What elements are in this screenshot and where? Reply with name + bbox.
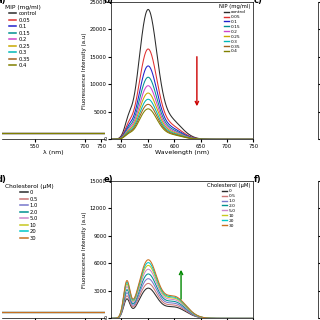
Legend: 0, 0.5, 1.0, 2.0, 5.0, 10, 20, 30: 0, 0.5, 1.0, 2.0, 5.0, 10, 20, 30 [207, 183, 251, 228]
Legend: control, 0.05, 0.1, 0.15, 0.2, 0.25, 0.3, 0.35, 0.4: control, 0.05, 0.1, 0.15, 0.2, 0.25, 0.3… [4, 4, 41, 68]
Legend: control, 0.05, 0.1, 0.15, 0.2, 0.25, 0.3, 0.35, 0.4: control, 0.05, 0.1, 0.15, 0.2, 0.25, 0.3… [219, 4, 251, 54]
Y-axis label: Fluorescence Intensity (a.u): Fluorescence Intensity (a.u) [82, 211, 87, 288]
Y-axis label: Fluorescence Intensity (a.u): Fluorescence Intensity (a.u) [82, 32, 87, 109]
Legend: 0, 0.5, 1.0, 2.0, 5.0, 10, 20, 30: 0, 0.5, 1.0, 2.0, 5.0, 10, 20, 30 [4, 183, 54, 241]
Text: e): e) [104, 175, 113, 184]
X-axis label: λ (nm): λ (nm) [43, 150, 63, 155]
Text: c): c) [253, 0, 262, 5]
Text: a): a) [0, 0, 6, 5]
X-axis label: Wavelength (nm): Wavelength (nm) [155, 150, 209, 155]
Text: f): f) [253, 175, 261, 184]
Text: d): d) [0, 175, 6, 184]
Text: b): b) [104, 0, 114, 5]
